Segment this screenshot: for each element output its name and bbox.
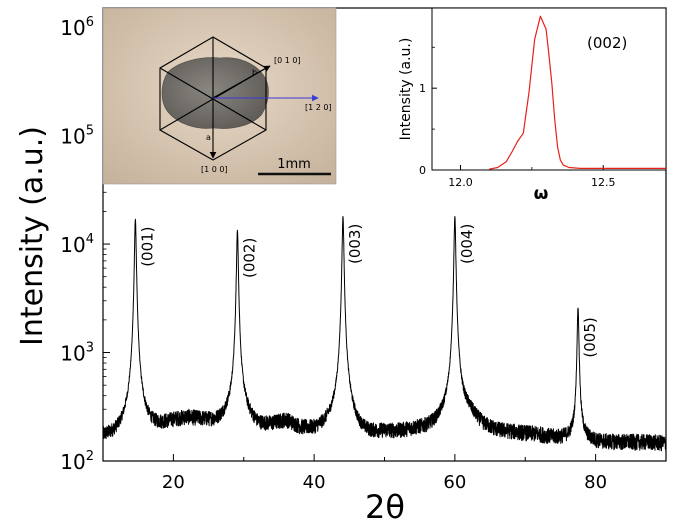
inset-y-axis-label: Intensity (a.u.)	[398, 38, 414, 141]
crystal-image	[161, 57, 269, 129]
main-x-tick-label: 20	[162, 472, 185, 493]
main-plot: 20 40 60 80 102 103 104 105 106 (001) (002) (003)…	[15, 7, 667, 525]
b-axis-arrow	[212, 65, 271, 99]
main-data-line	[102, 216, 667, 452]
main-y-tick-label: 104	[60, 232, 94, 257]
rocking-curve-inset: 12.0 12.5 01 (002) Intensity (a.u.) ω	[398, 7, 667, 204]
peak-label: (002)	[240, 238, 258, 278]
main-x-tick-label: 40	[303, 472, 326, 493]
inset-plot-background	[432, 8, 666, 170]
main-y-axis-label: Intensity (a.u.)	[15, 126, 50, 346]
peak-labels: (001) (002) (003) (004) (005)	[138, 224, 599, 358]
main-x-axis-label: 2θ	[365, 488, 405, 525]
a-label: a	[206, 133, 211, 142]
peak-label: (005)	[581, 317, 599, 357]
inset-plot-frame	[431, 7, 667, 171]
main-x-tick-label: 60	[443, 472, 466, 493]
main-x-tick-label: 80	[584, 472, 607, 493]
inset-data-line	[488, 15, 666, 170]
inset-x-tick-label: 12.0	[448, 176, 473, 189]
inset-x-tick-label: 12.5	[591, 176, 616, 189]
b-label: b	[252, 68, 257, 77]
peak-label: (003)	[346, 224, 364, 264]
main-y-tick-label: 103	[60, 341, 94, 366]
a-dir-label: [1 0 0]	[201, 165, 228, 174]
diag-dir-label: [1 2 0]	[305, 103, 332, 112]
main-y-tick-label: 106	[60, 15, 94, 40]
inset-x-axis-label: ω	[534, 184, 549, 204]
b-dir-label: [0 1 0]	[274, 56, 301, 65]
crystal-photo-inset: [0 1 0] b [1 2 0] a [1 0 0] 1mm	[102, 7, 337, 185]
peak-label: (001)	[138, 226, 156, 266]
main-x-ticks: 20 40 60 80	[102, 454, 667, 493]
main-y-ticks: 102 103 104 105 106	[60, 15, 110, 474]
main-y-tick-label: 105	[60, 124, 94, 149]
inset-y-ticks: 01	[419, 46, 437, 177]
inset-y-tick-label: 0	[419, 164, 426, 177]
inset-y-tick-label: 1	[419, 82, 426, 95]
main-y-tick-label: 102	[60, 449, 94, 474]
inset-x-ticks: 12.0 12.5	[448, 165, 615, 189]
inset-annotation: (002)	[587, 34, 627, 52]
scale-bar-label: 1mm	[277, 157, 311, 172]
peak-label: (004)	[458, 224, 476, 264]
